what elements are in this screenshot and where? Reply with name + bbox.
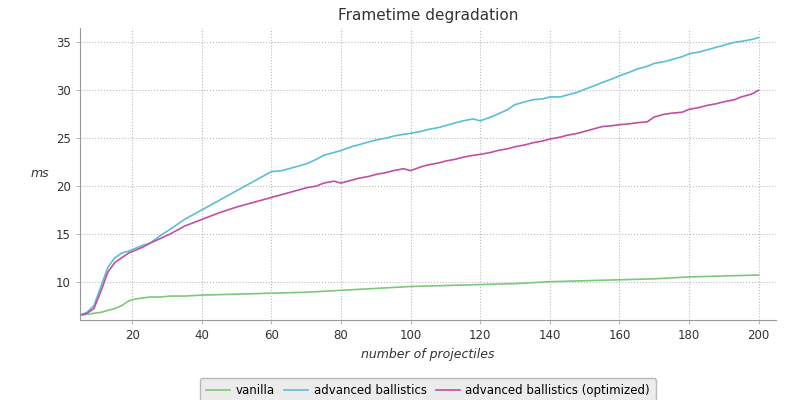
vanilla	[103, 308, 113, 313]
advanced ballistics (optimized)	[117, 255, 126, 260]
vanilla	[197, 293, 206, 298]
vanilla	[371, 286, 381, 291]
vanilla	[302, 290, 311, 295]
vanilla	[719, 274, 729, 278]
advanced ballistics	[117, 250, 126, 255]
advanced ballistics	[625, 70, 634, 74]
advanced ballistics (optimized)	[614, 122, 624, 127]
vanilla	[684, 274, 694, 279]
vanilla	[510, 281, 520, 286]
vanilla	[493, 282, 502, 286]
Line: vanilla: vanilla	[80, 275, 758, 315]
vanilla	[250, 291, 259, 296]
vanilla	[266, 291, 276, 296]
vanilla	[131, 296, 141, 301]
advanced ballistics (optimized)	[642, 120, 652, 124]
vanilla	[96, 310, 106, 315]
vanilla	[155, 295, 165, 300]
vanilla	[614, 277, 624, 282]
advanced ballistics	[75, 313, 85, 318]
vanilla	[138, 296, 147, 300]
vanilla	[423, 284, 433, 288]
vanilla	[145, 295, 154, 300]
vanilla	[89, 311, 98, 316]
advanced ballistics	[754, 35, 763, 40]
vanilla	[562, 279, 572, 284]
vanilla	[441, 283, 450, 288]
vanilla	[214, 292, 224, 297]
Line: advanced ballistics: advanced ballistics	[80, 38, 758, 315]
vanilla	[232, 292, 242, 296]
vanilla	[475, 282, 485, 287]
vanilla	[406, 284, 415, 289]
vanilla	[667, 276, 677, 280]
advanced ballistics	[597, 80, 607, 85]
vanilla	[458, 283, 467, 288]
vanilla	[318, 289, 329, 294]
vanilla	[389, 285, 398, 290]
vanilla	[737, 273, 746, 278]
vanilla	[702, 274, 711, 279]
advanced ballistics (optimized)	[684, 107, 694, 112]
vanilla	[597, 278, 607, 283]
vanilla	[179, 294, 189, 298]
vanilla	[528, 280, 538, 285]
vanilla	[82, 312, 92, 317]
advanced ballistics	[614, 74, 624, 78]
advanced ballistics (optimized)	[625, 121, 634, 126]
Title: Frametime degradation: Frametime degradation	[338, 8, 518, 23]
advanced ballistics (optimized)	[597, 124, 607, 129]
vanilla	[650, 276, 659, 281]
vanilla	[124, 298, 134, 303]
X-axis label: number of projectiles: number of projectiles	[362, 348, 494, 360]
Legend: vanilla, advanced ballistics, advanced ballistics (optimized): vanilla, advanced ballistics, advanced b…	[200, 378, 656, 400]
Y-axis label: ms: ms	[30, 168, 49, 180]
advanced ballistics (optimized)	[75, 313, 85, 318]
vanilla	[110, 306, 120, 311]
vanilla	[336, 288, 346, 293]
advanced ballistics	[642, 64, 652, 69]
vanilla	[580, 278, 590, 283]
advanced ballistics	[684, 52, 694, 56]
vanilla	[75, 313, 85, 318]
vanilla	[754, 273, 763, 278]
vanilla	[284, 290, 294, 295]
vanilla	[354, 287, 363, 292]
vanilla	[545, 279, 554, 284]
vanilla	[117, 303, 126, 308]
advanced ballistics (optimized)	[754, 88, 763, 93]
vanilla	[632, 277, 642, 282]
vanilla	[166, 294, 175, 298]
Line: advanced ballistics (optimized): advanced ballistics (optimized)	[80, 90, 758, 315]
